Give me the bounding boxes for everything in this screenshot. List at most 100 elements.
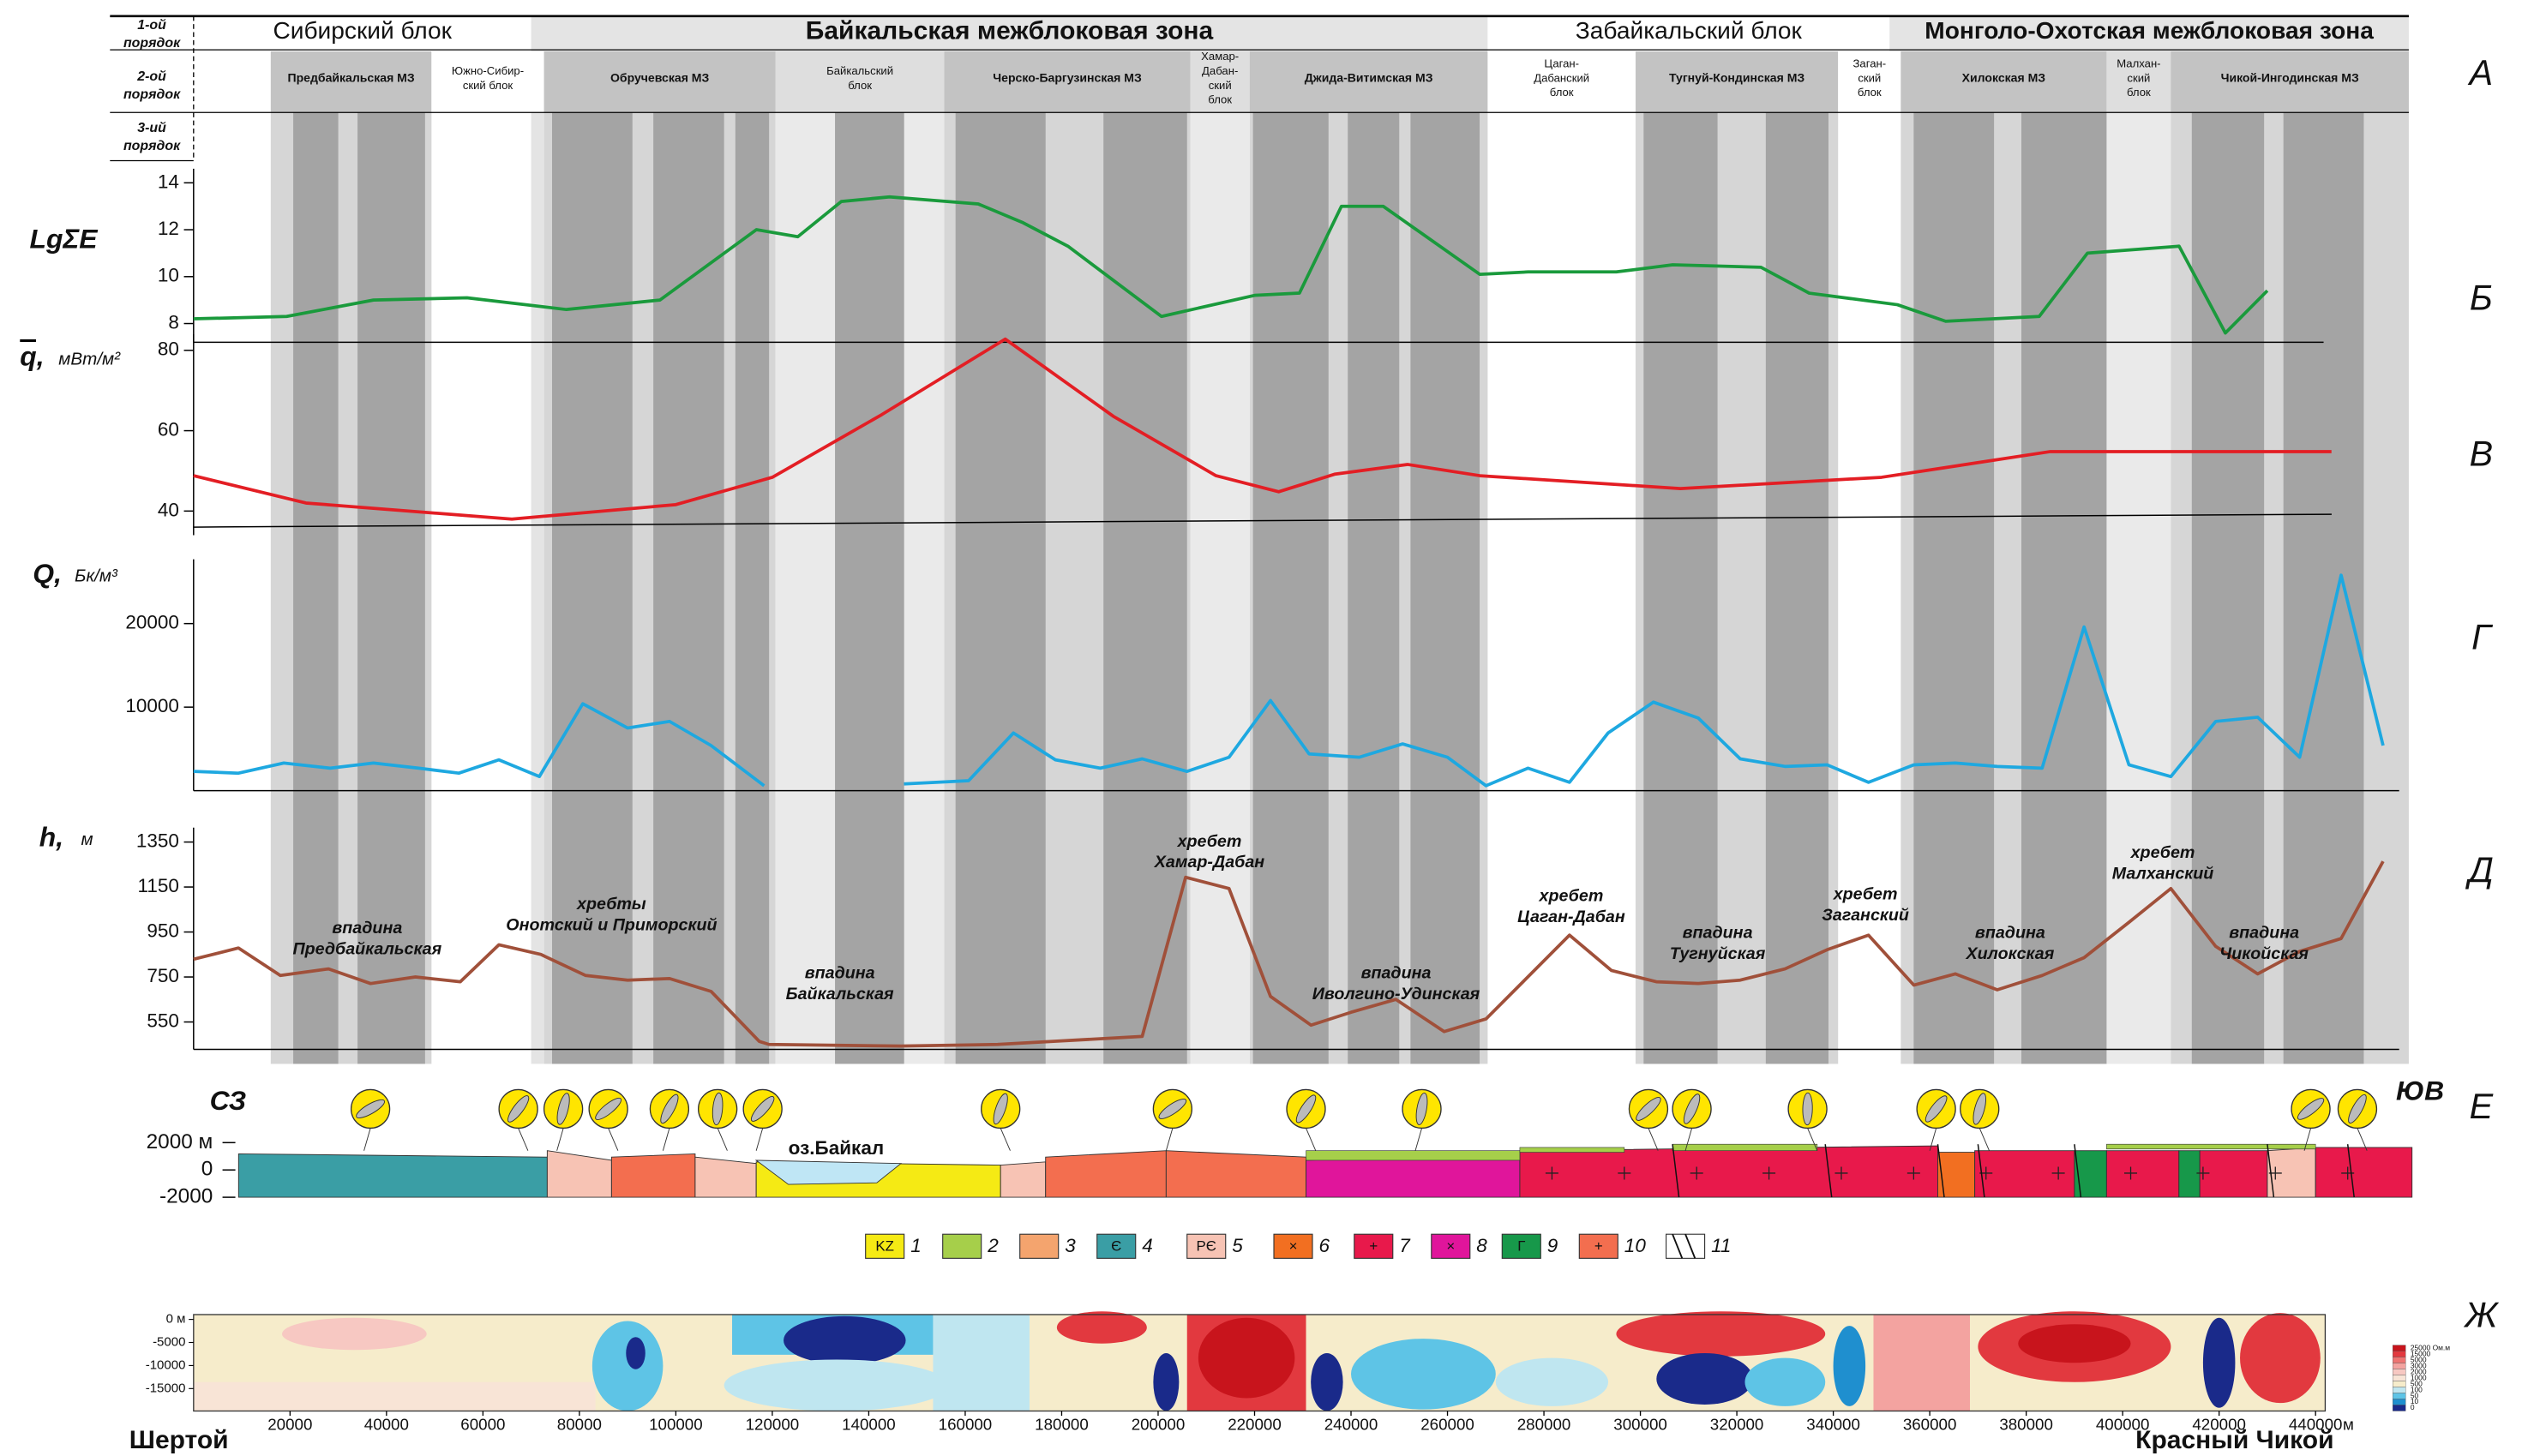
resistivity-block: [933, 1314, 1030, 1411]
resistivity-body: [1311, 1352, 1343, 1411]
panel-letter: Ж: [2463, 1296, 2499, 1335]
y-tick-label: 10000: [125, 695, 179, 716]
stereonet-leader: [1929, 1128, 1937, 1151]
zone-2-label: блок: [1550, 86, 1574, 99]
annotation: Предбайкальская: [292, 939, 441, 958]
panel-letter: Д: [2465, 850, 2494, 890]
order-label: 3-ий: [137, 121, 166, 135]
scale-label: 2000: [2411, 1367, 2427, 1375]
stereonet-leader: [1414, 1128, 1422, 1151]
dark-band: [2021, 112, 2107, 1064]
scale-label: 0: [2411, 1403, 2415, 1411]
fault: [1937, 1144, 1945, 1198]
y-tick-label: 8: [168, 311, 179, 333]
fault: [2346, 1144, 2355, 1198]
zone-cell: [2171, 51, 2409, 113]
panel-letter: Б: [2470, 279, 2493, 318]
fault: [2074, 1144, 2082, 1198]
granite-sign: [2341, 1166, 2355, 1180]
stereonet-plane: [356, 1099, 386, 1118]
annotation: хребты: [576, 895, 646, 914]
resistivity-body: [1351, 1339, 1496, 1410]
y-tick-label: 80: [158, 339, 179, 360]
rock-unit: [1045, 1150, 1167, 1198]
rock-unit: [610, 1153, 696, 1198]
stereonet-leader: [1979, 1128, 1990, 1151]
legend-swatch: [1273, 1233, 1313, 1259]
resistivity-block: [1873, 1314, 1970, 1411]
fault: [1672, 1144, 1680, 1198]
annotation: впадина: [1975, 924, 2045, 943]
data-line: [193, 195, 2269, 335]
zone-cell: [431, 51, 544, 113]
legend-symbol: KZ: [875, 1238, 894, 1255]
stereonet-leader: [1165, 1128, 1174, 1151]
resistivity-body: [2240, 1313, 2321, 1404]
stereonet-leader: [556, 1128, 564, 1151]
y-tick-label: 60: [158, 419, 179, 440]
granite-sign: [1834, 1166, 1848, 1180]
zone-2-label: Южно-Сибир-: [452, 64, 524, 77]
y-axis-unit: м: [81, 830, 93, 849]
stereonet-plane: [2348, 1093, 2367, 1124]
y-tick-label: 40: [158, 499, 179, 520]
resistivity-block: [193, 1381, 596, 1411]
x-tick-label: 240000: [1324, 1415, 1378, 1433]
zone-2-label: ский: [2127, 71, 2150, 84]
zone-2-label: блок: [1858, 86, 1882, 99]
y-tick-label: -2000: [159, 1185, 213, 1208]
granite-sign: [1690, 1166, 1703, 1180]
y-tick-label: 12: [158, 218, 179, 239]
rock-unit: [2267, 1147, 2316, 1198]
cover: [2106, 1143, 2316, 1150]
fault: [1824, 1144, 1833, 1198]
y-tick-label: 0: [201, 1158, 213, 1181]
legend-swatch: [1578, 1233, 1618, 1259]
y-tick-label: 1150: [138, 875, 179, 896]
zone-1-label: Байкальская межблоковая зона: [806, 16, 1214, 45]
resistivity-body: [1656, 1352, 1753, 1405]
x-tick-label: 180000: [1035, 1415, 1089, 1433]
x-tick-label: 440000: [2289, 1415, 2343, 1433]
dark-band: [955, 112, 1046, 1064]
zone-2-label: Обручевская МЗ: [610, 71, 710, 85]
zone-cell: [2106, 51, 2171, 113]
y-tick-label: 1350: [136, 830, 179, 852]
resistivity-frame: [193, 1314, 2327, 1412]
zone-2-label: Заган-: [1852, 57, 1886, 69]
legend-label: 4: [1142, 1235, 1153, 1256]
dark-band: [653, 112, 724, 1064]
legend-swatch: [1431, 1233, 1471, 1259]
zone-2-label: Чикой-Ингодинская МЗ: [2221, 71, 2359, 85]
scale-swatch: [2393, 1387, 2406, 1393]
zone-cell: [944, 51, 1191, 113]
x-tick-label: 380000: [1999, 1415, 2053, 1433]
stereonet-plane: [556, 1093, 570, 1125]
stereonet-plane: [1973, 1093, 1987, 1125]
scale-swatch: [2393, 1369, 2406, 1375]
legend-label: 11: [1711, 1235, 1731, 1256]
legend-swatch: [865, 1233, 905, 1259]
x-unit: м: [2343, 1415, 2354, 1433]
scale-swatch: [2393, 1375, 2406, 1381]
dark-band: [552, 112, 633, 1064]
zone-cell: [1249, 51, 1488, 113]
granite-sign: [2051, 1166, 2065, 1180]
order-label: порядок: [123, 36, 181, 51]
legend-symbol: ×: [1446, 1238, 1455, 1255]
panel-letter: А: [2467, 53, 2494, 93]
y-axis-unit: Бк/м³: [75, 566, 118, 586]
rock-unit: [1519, 1145, 1938, 1198]
rock-unit: [2199, 1150, 2268, 1198]
scale-label: 25000 Ом.м: [2411, 1343, 2450, 1351]
x-tick-label: 200000: [1132, 1415, 1186, 1433]
legend-label: 8: [1476, 1235, 1487, 1256]
scale-swatch: [2393, 1351, 2406, 1357]
zone-band: [2106, 112, 2171, 1064]
x-tick-label: 260000: [1420, 1415, 1474, 1433]
annotation: хребет: [1177, 832, 1242, 851]
panel-letter: Г: [2471, 617, 2493, 656]
stereonet-leader: [717, 1128, 728, 1151]
annotation: впадина: [1683, 924, 1753, 943]
